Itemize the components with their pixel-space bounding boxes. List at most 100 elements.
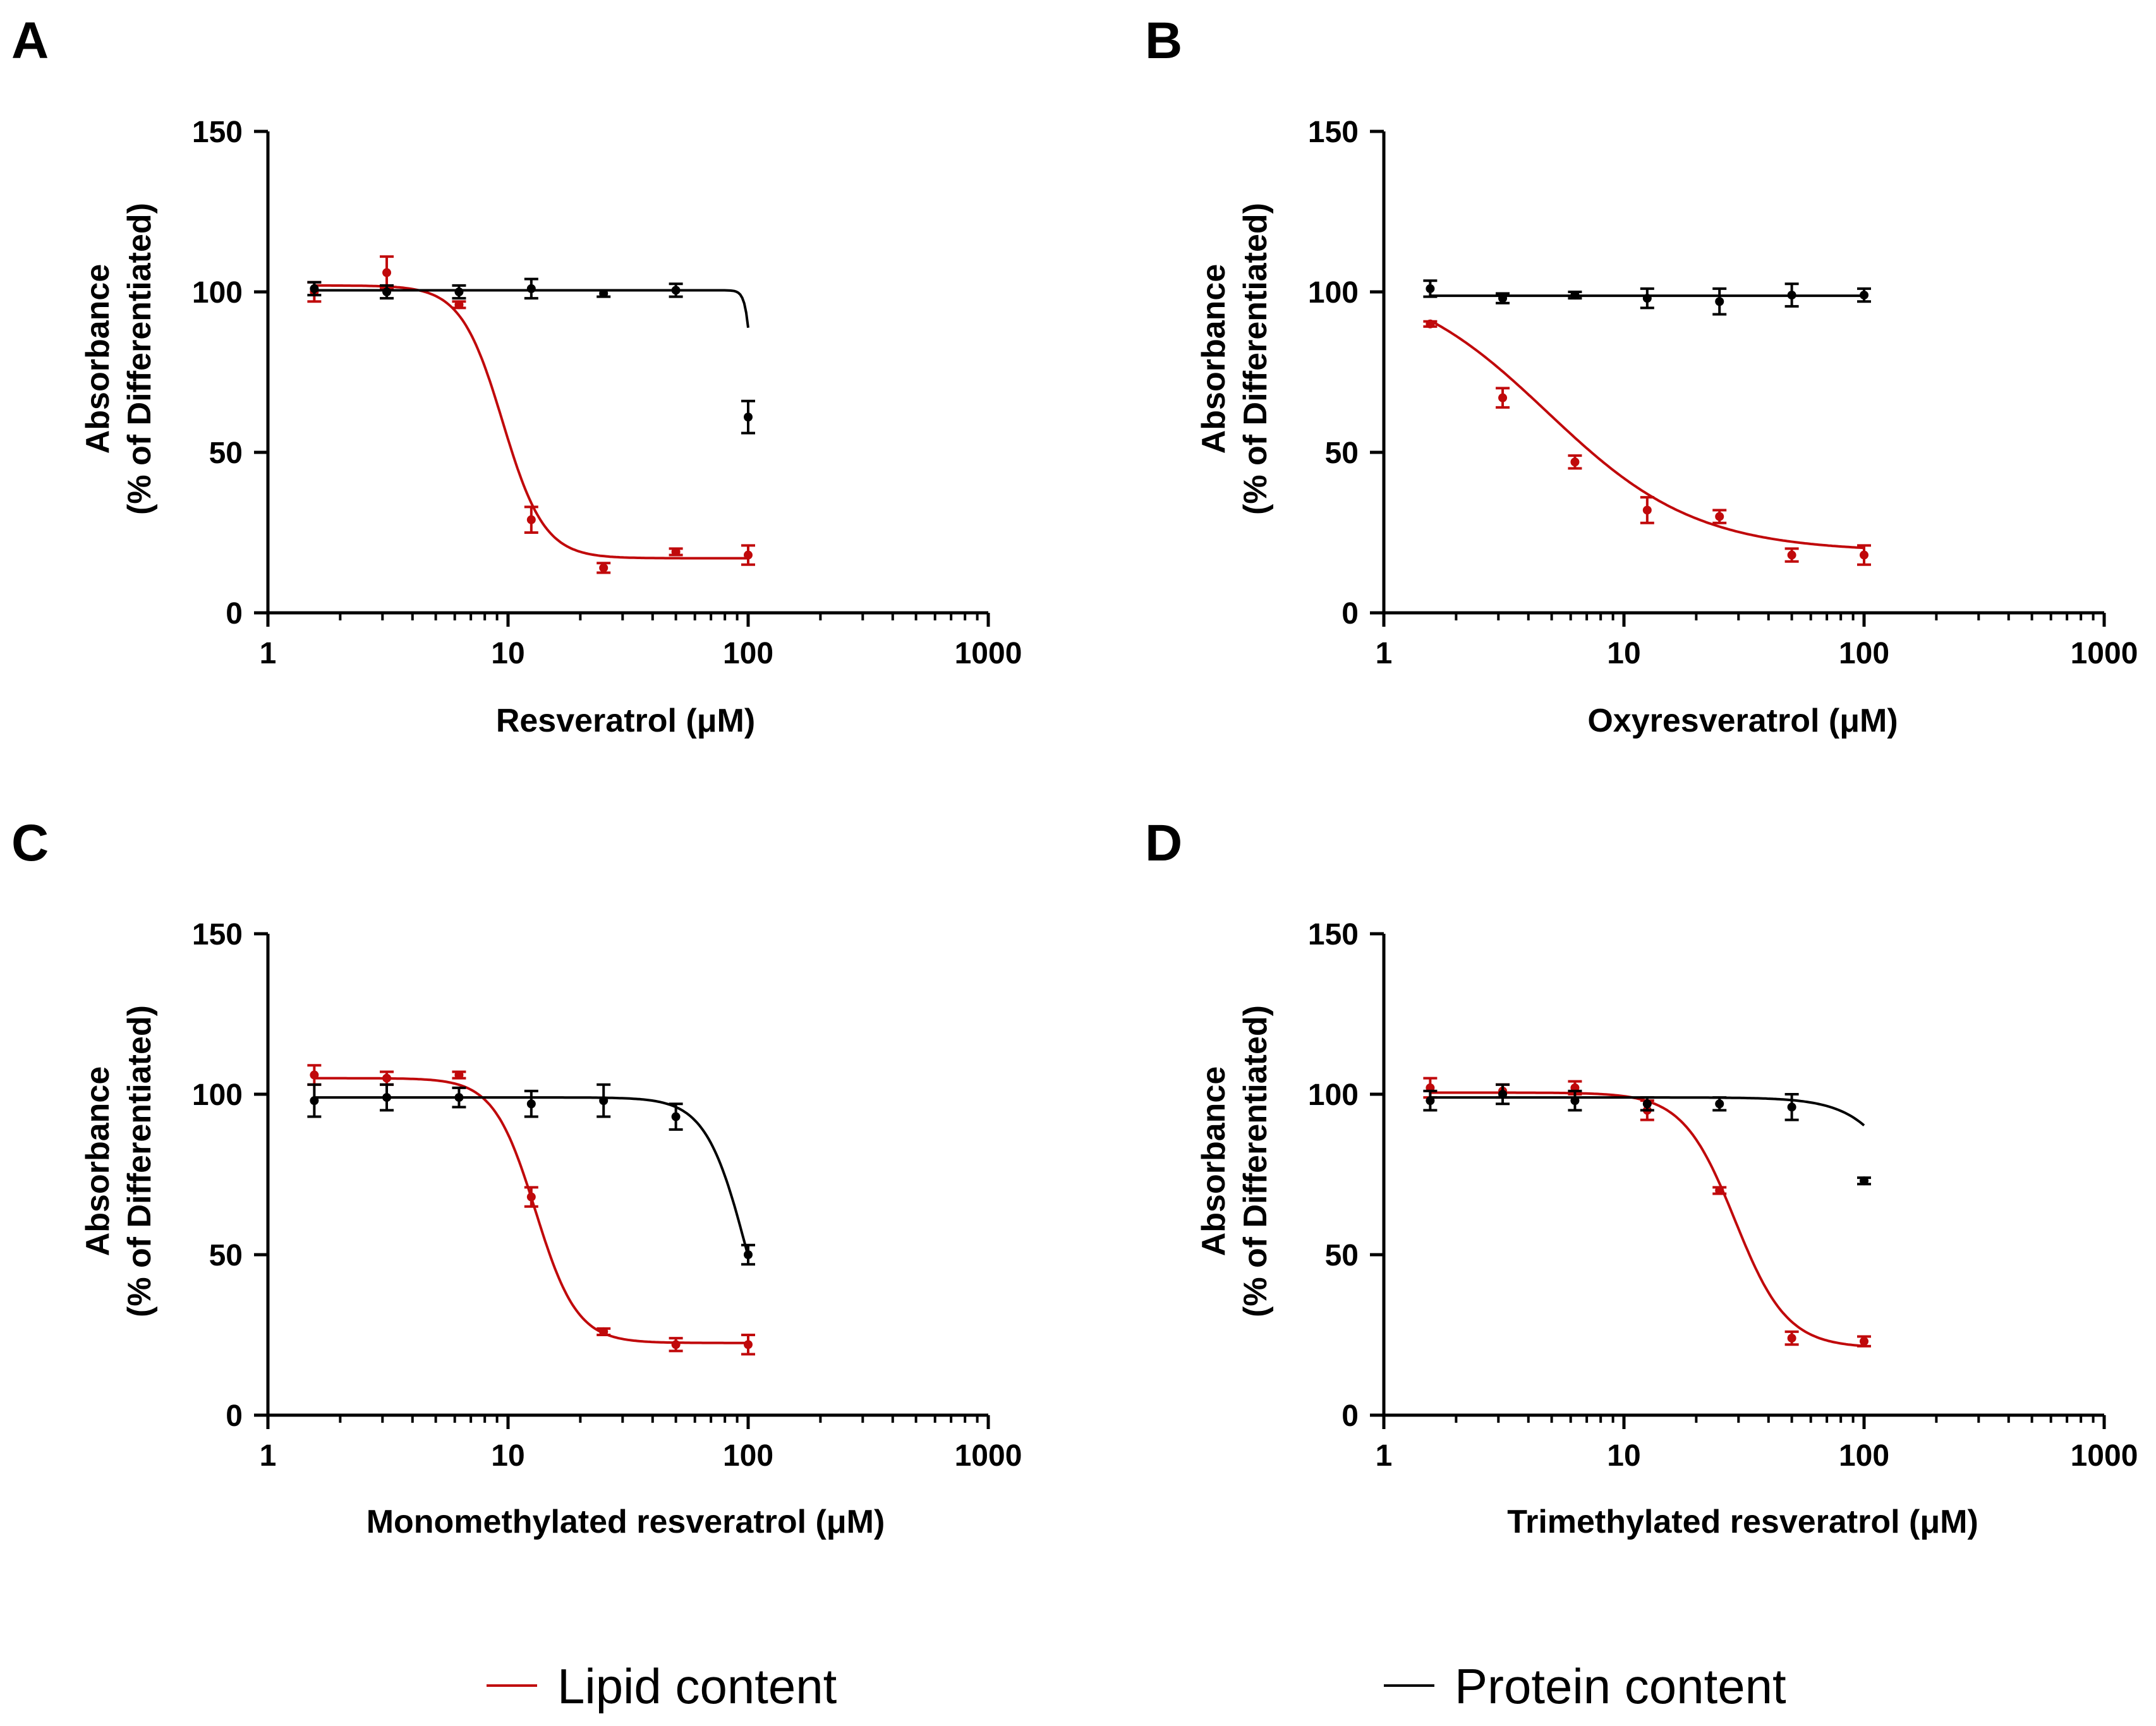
lipid-data-point: [1787, 550, 1796, 560]
lipid-fit-curve: [1429, 319, 1865, 550]
y-tick-label: 50: [1325, 437, 1359, 470]
panel-b-xlabel: Oxyresveratrol (μM): [1587, 703, 1898, 739]
panel-d: D 0 50 100 150 1 10 100 1000 Absorbance (% of D…: [1145, 814, 2138, 1540]
panel-d-xlabel: Trimethylated resveratrol (μM): [1507, 1504, 1978, 1540]
panel-c-plot: 0 50 100 150 1 10 100 1000: [192, 918, 1022, 1473]
legend-protein-label: Protein content: [1455, 1658, 1786, 1714]
protein-data-point: [1787, 291, 1796, 300]
protein-fit-curve: [314, 1096, 749, 1257]
y-tick-label: 50: [1325, 1239, 1359, 1272]
lipid-data-point: [454, 1070, 464, 1080]
x-tick-label: 10: [491, 1439, 524, 1473]
x-tick-label: 1000: [955, 637, 1022, 670]
y-tick-label: 50: [209, 1239, 243, 1272]
panel-a-xlabel: Resveratrol (μM): [496, 703, 755, 739]
legend: Lipid content Protein content: [487, 1658, 1786, 1714]
protein-data-point: [1570, 291, 1580, 300]
lipid-fit-curve: [1430, 1091, 1865, 1348]
y-tick-label: 100: [192, 276, 243, 310]
protein-data-point: [599, 1096, 609, 1106]
protein-data-point: [671, 1112, 681, 1121]
x-tick-label: 1000: [2071, 1439, 2138, 1473]
x-tick-label: 1000: [955, 1439, 1022, 1473]
protein-data-point: [1570, 1096, 1580, 1106]
x-tick-label: 1000: [2071, 637, 2138, 670]
protein-data-point: [1715, 297, 1724, 306]
protein-data-point: [744, 1250, 753, 1259]
x-tick-label: 10: [1607, 637, 1640, 670]
protein-data-point: [454, 1093, 464, 1102]
x-tick-label: 100: [1839, 1439, 1889, 1473]
x-tick-label: 1: [260, 637, 277, 670]
y-tick-label: 0: [1341, 597, 1359, 631]
lipid-data-point: [526, 515, 536, 524]
y-tick-label: 0: [226, 597, 243, 631]
protein-data-point: [382, 1093, 392, 1102]
protein-data-point: [1426, 1096, 1435, 1106]
lipid-data-point: [1426, 319, 1435, 329]
protein-data-point: [454, 287, 464, 296]
panel-c-ylabel-line1: Absorbance: [80, 1066, 116, 1257]
panel-b: B 0 50 100 150 1 10 100 1000 Absorbance (% of D…: [1145, 12, 2138, 739]
protein-data-point: [526, 1099, 536, 1109]
protein-data-point: [526, 284, 536, 293]
lipid-data-point: [599, 1327, 609, 1336]
protein-data-point: [1642, 1099, 1652, 1109]
lipid-data-point: [382, 268, 392, 277]
panel-d-plot: 0 50 100 150 1 10 100 1000: [1308, 918, 2138, 1473]
legend-lipid-label: Lipid content: [557, 1658, 837, 1714]
y-tick-label: 150: [1308, 116, 1359, 149]
y-tick-label: 150: [1308, 918, 1359, 951]
x-tick-label: 10: [491, 637, 524, 670]
x-tick-label: 100: [723, 1439, 773, 1473]
lipid-data-point: [1642, 505, 1652, 515]
panel-b-letter: B: [1145, 12, 1182, 69]
panel-a-plot: 0 50 100 150 1 10 100 1000: [192, 116, 1022, 670]
lipid-data-point: [1570, 457, 1580, 467]
protein-data-point: [382, 287, 392, 296]
x-tick-label: 10: [1607, 1439, 1640, 1473]
protein-data-point: [1787, 1102, 1796, 1112]
lipid-data-point: [526, 1192, 536, 1202]
y-tick-label: 150: [192, 116, 243, 149]
x-tick-label: 1: [1376, 637, 1393, 670]
x-tick-label: 1: [260, 1439, 277, 1473]
lipid-data-point: [599, 563, 609, 572]
x-tick-label: 1: [1376, 1439, 1393, 1473]
lipid-data-point: [1498, 393, 1508, 402]
lipid-data-point: [671, 547, 681, 557]
protein-data-point: [1715, 1099, 1724, 1109]
y-tick-label: 100: [192, 1078, 243, 1112]
protein-data-point: [310, 1096, 319, 1106]
lipid-data-point: [1715, 512, 1724, 521]
y-tick-label: 50: [209, 437, 243, 470]
lipid-data-point: [744, 550, 753, 560]
protein-data-point: [310, 284, 319, 293]
protein-data-point: [599, 289, 609, 298]
lipid-data-point: [1860, 1337, 1868, 1346]
panel-d-ylabel-line2: (% of Differentiated): [1237, 1005, 1274, 1317]
y-tick-label: 100: [1308, 276, 1359, 310]
panel-a-letter: A: [11, 12, 49, 69]
panel-d-letter: D: [1145, 814, 1182, 872]
panel-c: C 0 50 100 150 1 10 100 1000 Absorbance (% of D…: [11, 814, 1022, 1540]
protein-data-point: [1860, 291, 1868, 300]
panel-d-ylabel-line1: Absorbance: [1196, 1066, 1232, 1257]
panel-b-ylabel-line2: (% of Differentiated): [1237, 203, 1274, 515]
x-tick-label: 100: [723, 637, 773, 670]
protein-data-point: [744, 413, 753, 422]
lipid-data-point: [744, 1340, 753, 1349]
protein-data-point: [671, 286, 681, 295]
lipid-data-point: [1715, 1186, 1724, 1195]
y-tick-label: 0: [226, 1399, 243, 1433]
panel-a-ylabel-line2: (% of Differentiated): [121, 203, 158, 515]
panel-c-letter: C: [11, 814, 49, 872]
lipid-data-point: [1860, 550, 1868, 560]
panel-c-xlabel: Monomethylated resveratrol (μM): [366, 1504, 885, 1540]
lipid-data-point: [454, 300, 464, 310]
protein-data-point: [1426, 284, 1435, 293]
x-tick-label: 100: [1839, 637, 1889, 670]
y-tick-label: 100: [1308, 1078, 1359, 1112]
panel-c-ylabel-line2: (% of Differentiated): [121, 1005, 158, 1317]
